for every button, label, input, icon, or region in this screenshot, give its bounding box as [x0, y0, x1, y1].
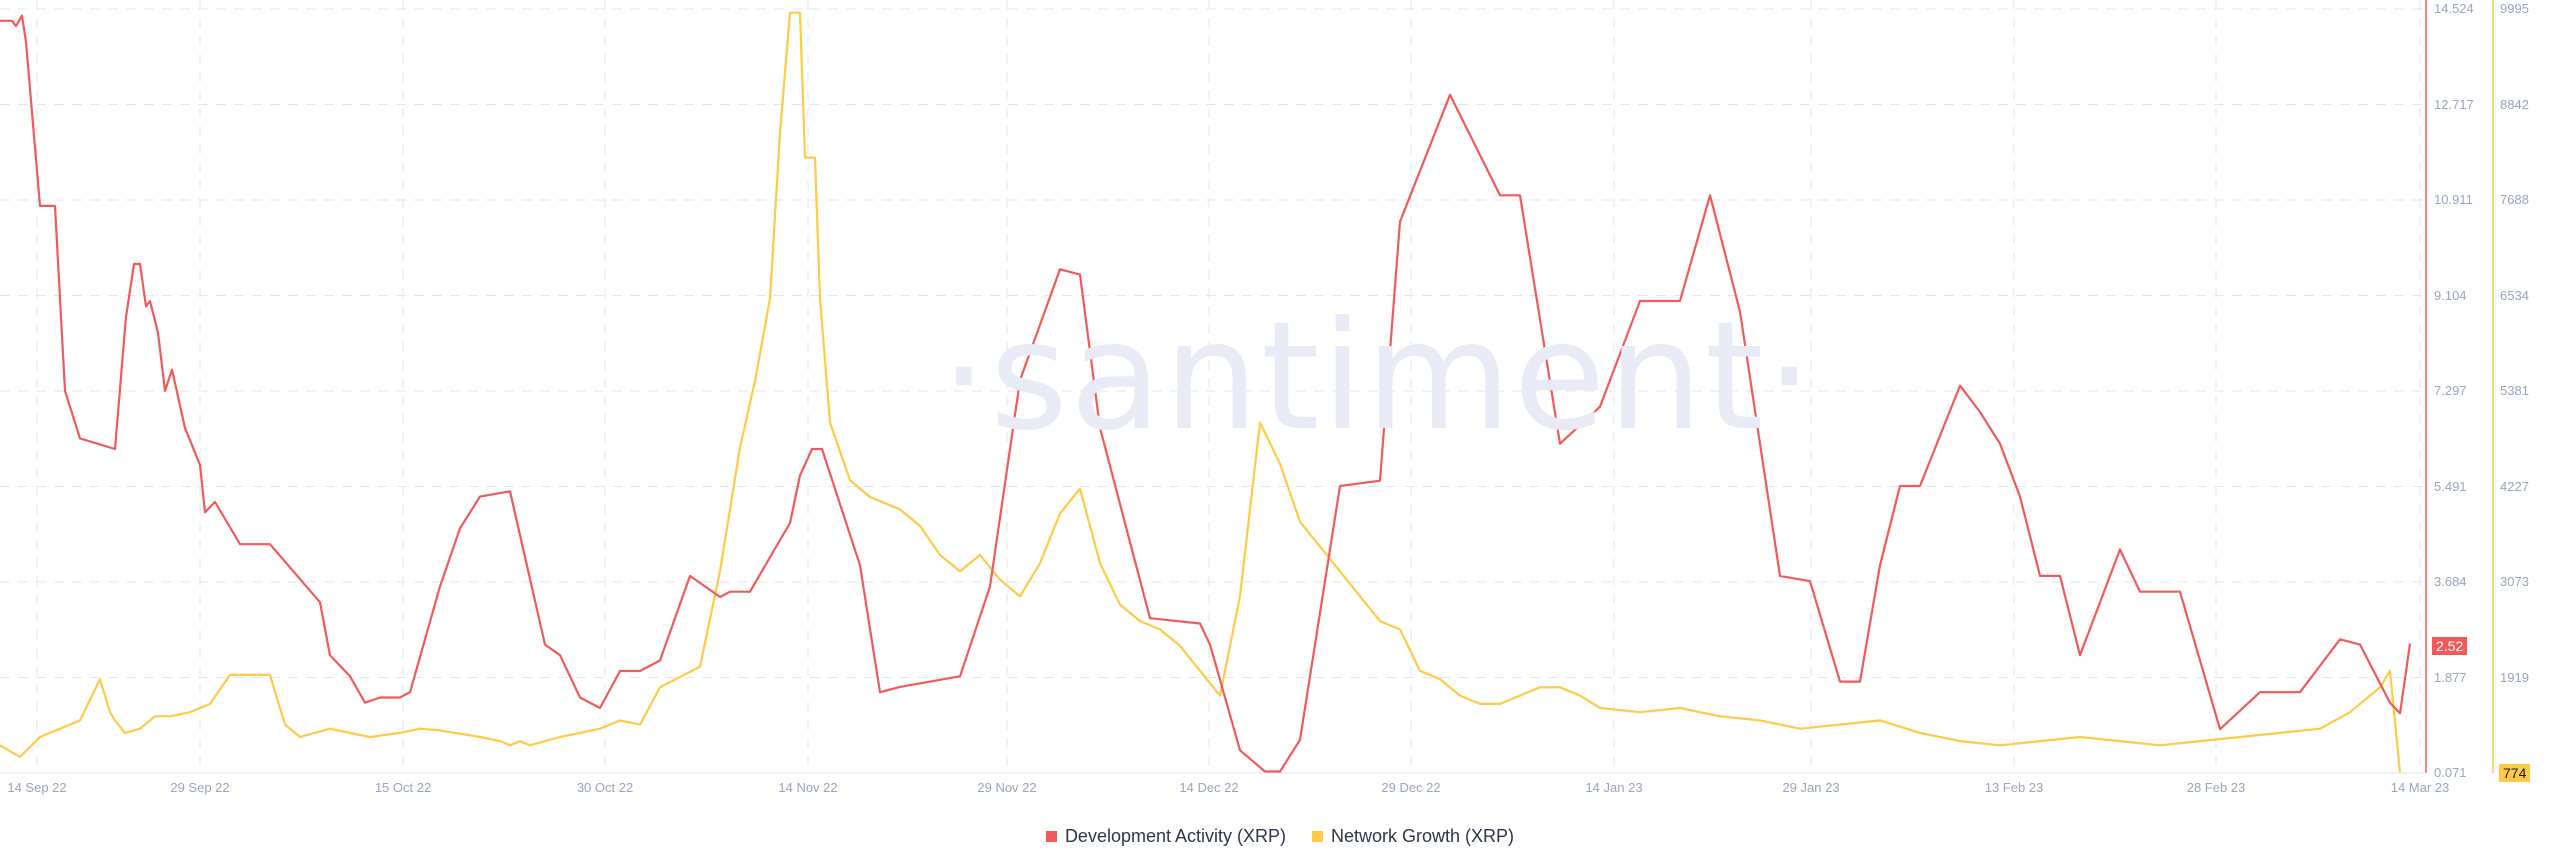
- dev-tick-label: 5.491: [2434, 478, 2467, 494]
- dev-tick-label: 12.717: [2434, 96, 2474, 112]
- x-tick-label: 28 Feb 23: [2186, 780, 2246, 795]
- net-tick-label: 1919: [2500, 669, 2529, 685]
- dev-tick-label: 7.297: [2434, 383, 2467, 398]
- net-tick-label: 7688: [2500, 192, 2529, 207]
- dev-tick-label: 3.684: [2434, 574, 2467, 589]
- x-tick-label: 29 Jan 23: [1782, 780, 1840, 795]
- legend-item-net[interactable]: Network Growth (XRP): [1312, 826, 1514, 847]
- legend-label-dev: Development Activity (XRP): [1064, 826, 1287, 846]
- dev-tick-label: 1.877: [2434, 669, 2467, 685]
- dev-tick-label: 10.911: [2434, 192, 2473, 207]
- x-tick-label: 13 Feb 23: [1984, 780, 2044, 795]
- legend-label-net: Network Growth (XRP): [1331, 826, 1515, 846]
- dev-swatch-icon: [1045, 831, 1057, 842]
- dev-current-value-badge: 2.52: [2432, 637, 2468, 655]
- net-tick-label: 3073: [2500, 574, 2529, 589]
- net-current-value-badge: 774: [2499, 764, 2531, 782]
- dev-tick-label: 14.524: [2434, 1, 2474, 16]
- net-tick-label: 8842: [2500, 96, 2529, 112]
- net-tick-label: 6534: [2500, 287, 2529, 303]
- dev-tick-label: 9.104: [2434, 287, 2467, 303]
- x-tick-label: 14 Nov 22: [778, 780, 838, 795]
- gridlines: [0, 0, 2426, 773]
- x-tick-label: 29 Dec 22: [1381, 780, 1441, 795]
- x-tick-label: 14 Jan 23: [1585, 780, 1643, 795]
- dev-tick-label: 0.071: [2434, 765, 2467, 780]
- net-swatch-icon: [1312, 831, 1324, 842]
- x-tick-label: 29 Nov 22: [977, 780, 1037, 795]
- x-tick-label: 15 Oct 22: [374, 780, 432, 795]
- x-tick-label: 14 Sep 22: [7, 780, 67, 795]
- network-growth-line[interactable]: [0, 11, 2402, 773]
- net-tick-label: 4227: [2500, 478, 2529, 494]
- legend: Development Activity (XRP) Network Growt…: [0, 826, 2560, 847]
- development-activity-line[interactable]: [0, 14, 2412, 773]
- net-tick-label: 5381: [2500, 383, 2529, 398]
- x-tick-label: 30 Oct 22: [576, 780, 634, 795]
- x-tick-label: 14 Dec 22: [1179, 780, 1239, 795]
- x-tick-label: 14 Mar 23: [2390, 780, 2450, 795]
- x-tick-label: 29 Sep 22: [170, 780, 230, 795]
- legend-item-dev[interactable]: Development Activity (XRP): [1045, 826, 1287, 847]
- net-tick-label: 9995: [2500, 1, 2529, 16]
